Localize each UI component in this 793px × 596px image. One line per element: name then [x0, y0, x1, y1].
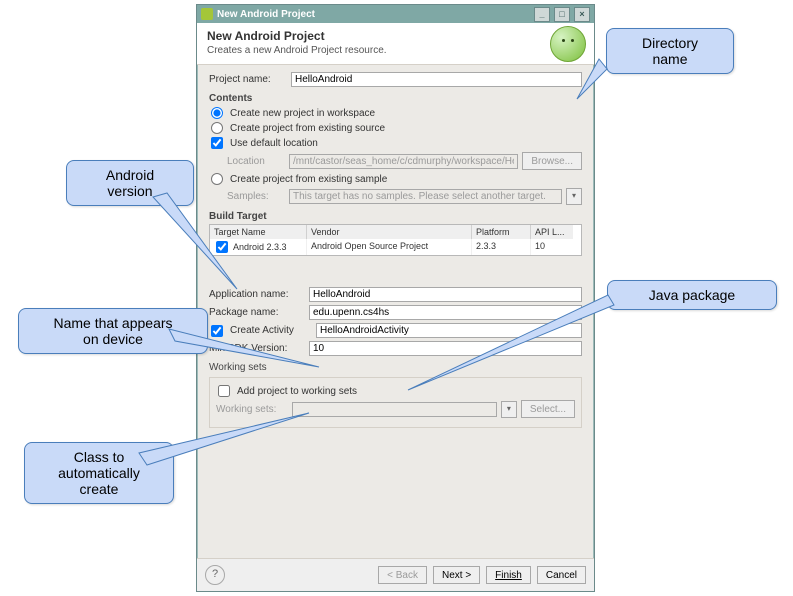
- callout-android-version: Androidversion: [66, 160, 194, 206]
- dialog-footer: ? < Back Next > Finish Cancel: [197, 558, 594, 591]
- project-name-row: Project name:: [209, 72, 582, 87]
- radio-new-project[interactable]: [211, 107, 223, 119]
- radio-existing-source[interactable]: [211, 122, 223, 134]
- callout-text: Directoryname: [642, 35, 698, 67]
- target-api: 10: [531, 239, 573, 255]
- checkbox-default-location-label: Use default location: [230, 138, 318, 149]
- titlebar: New Android Project _ □ ×: [197, 5, 594, 23]
- callout-java-package: Java package: [607, 280, 777, 310]
- banner: New Android Project Creates a new Androi…: [197, 23, 594, 65]
- checkbox-default-location[interactable]: [211, 137, 223, 149]
- callout-directory-name: Directoryname: [606, 28, 734, 74]
- callout-text: Name that appearson device: [53, 315, 172, 347]
- opt-existing-source-row[interactable]: Create project from existing source: [209, 122, 582, 134]
- contents-section-title: Contents: [209, 93, 582, 104]
- finish-button[interactable]: Finish: [486, 566, 531, 584]
- android-logo-icon: [201, 8, 213, 20]
- target-vendor: Android Open Source Project: [307, 239, 472, 255]
- samples-dropdown-icon: ▾: [566, 188, 582, 205]
- callout-text: Androidversion: [106, 167, 154, 199]
- radio-existing-sample[interactable]: [211, 173, 223, 185]
- col-vendor: Vendor: [307, 225, 472, 239]
- col-platform: Platform: [472, 225, 531, 239]
- callout-class-autocreate: Class toautomaticallycreate: [24, 442, 174, 504]
- callout-text: Java package: [649, 287, 735, 303]
- cancel-button[interactable]: Cancel: [537, 566, 586, 584]
- window-title: New Android Project: [217, 9, 315, 20]
- radio-new-project-label: Create new project in workspace: [230, 108, 375, 119]
- target-platform: 2.3.3: [472, 239, 531, 255]
- back-button: < Back: [378, 566, 427, 584]
- next-button[interactable]: Next >: [433, 566, 480, 584]
- opt-existing-sample-row[interactable]: Create project from existing sample: [209, 173, 582, 185]
- banner-title: New Android Project: [207, 29, 584, 43]
- radio-existing-source-label: Create project from existing source: [230, 123, 385, 134]
- col-api: API L...: [531, 225, 573, 239]
- project-name-label: Project name:: [209, 74, 287, 85]
- minimize-icon[interactable]: _: [534, 7, 550, 22]
- location-row: Location Browse...: [209, 152, 582, 170]
- use-default-loc-row[interactable]: Use default location: [209, 137, 582, 149]
- callout-text: Class toautomaticallycreate: [58, 449, 140, 497]
- location-input: [289, 154, 518, 169]
- samples-input: [289, 189, 562, 204]
- help-icon[interactable]: ?: [205, 565, 225, 585]
- android-head-icon: [550, 26, 586, 62]
- browse-button: Browse...: [522, 152, 582, 170]
- radio-existing-sample-label: Create project from existing sample: [230, 174, 387, 185]
- location-label: Location: [227, 156, 285, 167]
- banner-subtitle: Creates a new Android Project resource.: [207, 45, 584, 56]
- project-name-input[interactable]: [291, 72, 582, 87]
- add-workingsets-label: Add project to working sets: [237, 386, 357, 397]
- maximize-icon[interactable]: □: [554, 7, 570, 22]
- opt-new-project-row[interactable]: Create new project in workspace: [209, 107, 582, 119]
- callout-device-name: Name that appearson device: [18, 308, 208, 354]
- close-icon[interactable]: ×: [574, 7, 590, 22]
